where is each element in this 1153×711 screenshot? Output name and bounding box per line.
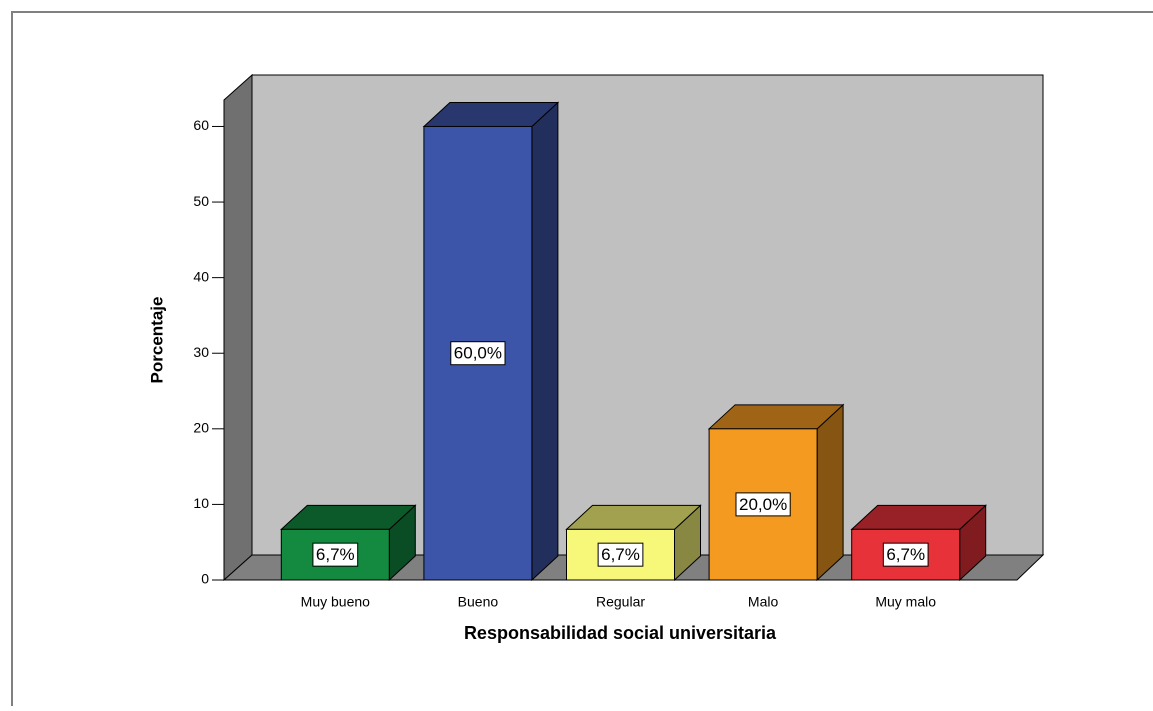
value-label-box — [312, 542, 359, 567]
y-tick-label: 40 — [193, 268, 209, 284]
value-label-box — [735, 492, 791, 517]
value-label: 60,0% — [454, 344, 502, 363]
value-label: 6,7% — [886, 545, 925, 564]
x-axis-title: Responsabilidad social universitaria — [464, 623, 777, 643]
y-tick-label: 50 — [193, 193, 209, 209]
value-label-box — [597, 542, 644, 567]
value-label: 6,7% — [601, 545, 640, 564]
value-label: 6,7% — [316, 545, 355, 564]
value-label: 20,0% — [739, 495, 787, 514]
x-tick-label: Bueno — [458, 594, 499, 610]
y-tick-label: 20 — [193, 420, 209, 436]
x-tick-label: Muy malo — [875, 594, 936, 610]
bar-side — [816, 403, 844, 582]
back-wall — [251, 74, 1044, 556]
y-tick-label: 0 — [201, 571, 209, 587]
x-tick-label: Regular — [596, 594, 645, 610]
value-label-box — [882, 542, 929, 567]
y-tick-label: 60 — [193, 117, 209, 133]
y-tick-label: 30 — [193, 344, 209, 360]
x-tick-label: Muy bueno — [301, 594, 370, 610]
bar-side — [531, 101, 559, 582]
y-tick-label: 10 — [193, 495, 209, 511]
frame — [11, 11, 1153, 706]
x-tick-label: Malo — [748, 594, 779, 610]
value-label-box — [450, 341, 506, 366]
y-axis-title: Porcentaje — [147, 297, 166, 384]
side-wall — [223, 73, 253, 582]
